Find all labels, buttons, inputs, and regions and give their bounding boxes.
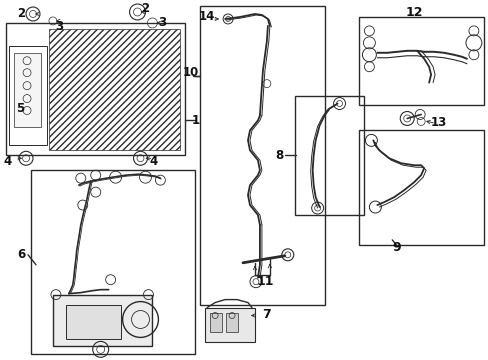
Text: 7: 7 bbox=[262, 308, 270, 321]
Bar bbox=[359, 17, 483, 104]
Text: 10: 10 bbox=[183, 66, 199, 79]
Text: 4: 4 bbox=[3, 155, 11, 168]
Bar bbox=[14, 53, 41, 127]
Bar bbox=[205, 307, 254, 342]
Text: 5: 5 bbox=[16, 102, 24, 115]
Bar bbox=[225, 312, 238, 332]
Text: 9: 9 bbox=[391, 241, 400, 255]
Bar bbox=[49, 29, 180, 150]
Text: 11: 11 bbox=[256, 275, 273, 288]
Text: 14: 14 bbox=[199, 10, 215, 23]
Text: 3: 3 bbox=[158, 17, 166, 30]
Text: 1: 1 bbox=[192, 114, 200, 127]
Text: 2: 2 bbox=[17, 8, 25, 21]
Text: 13: 13 bbox=[430, 116, 446, 129]
Text: 2: 2 bbox=[141, 3, 149, 15]
Text: 6: 6 bbox=[17, 248, 25, 261]
Bar bbox=[294, 95, 364, 215]
Text: 12: 12 bbox=[405, 6, 422, 19]
Bar bbox=[200, 6, 324, 305]
Bar bbox=[53, 294, 152, 346]
Bar bbox=[66, 305, 121, 339]
Text: 3: 3 bbox=[55, 21, 63, 33]
Bar bbox=[210, 312, 222, 332]
Bar bbox=[9, 46, 47, 145]
Bar bbox=[6, 23, 185, 155]
Text: 4: 4 bbox=[149, 155, 157, 168]
Text: 8: 8 bbox=[275, 149, 284, 162]
Bar bbox=[359, 130, 483, 245]
Bar bbox=[31, 170, 195, 354]
